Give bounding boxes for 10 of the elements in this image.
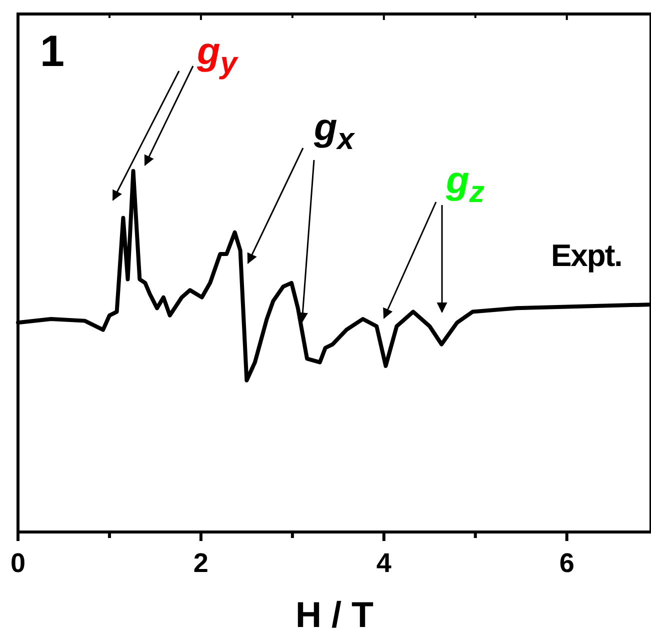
x-tick-label: 0 xyxy=(10,548,26,578)
text: g$_{x}$ xyxy=(313,107,356,156)
x-axis-title: H / T xyxy=(296,594,374,635)
x-tick-label: 6 xyxy=(559,548,574,578)
annotation: Expt. xyxy=(551,238,622,273)
annotation: g$_{z}$ xyxy=(445,160,484,209)
x-tick-label: 4 xyxy=(376,548,392,578)
x-tick-label: 2 xyxy=(193,548,208,578)
text: 1 xyxy=(40,27,64,76)
text: g$_{y}$ xyxy=(196,31,240,80)
